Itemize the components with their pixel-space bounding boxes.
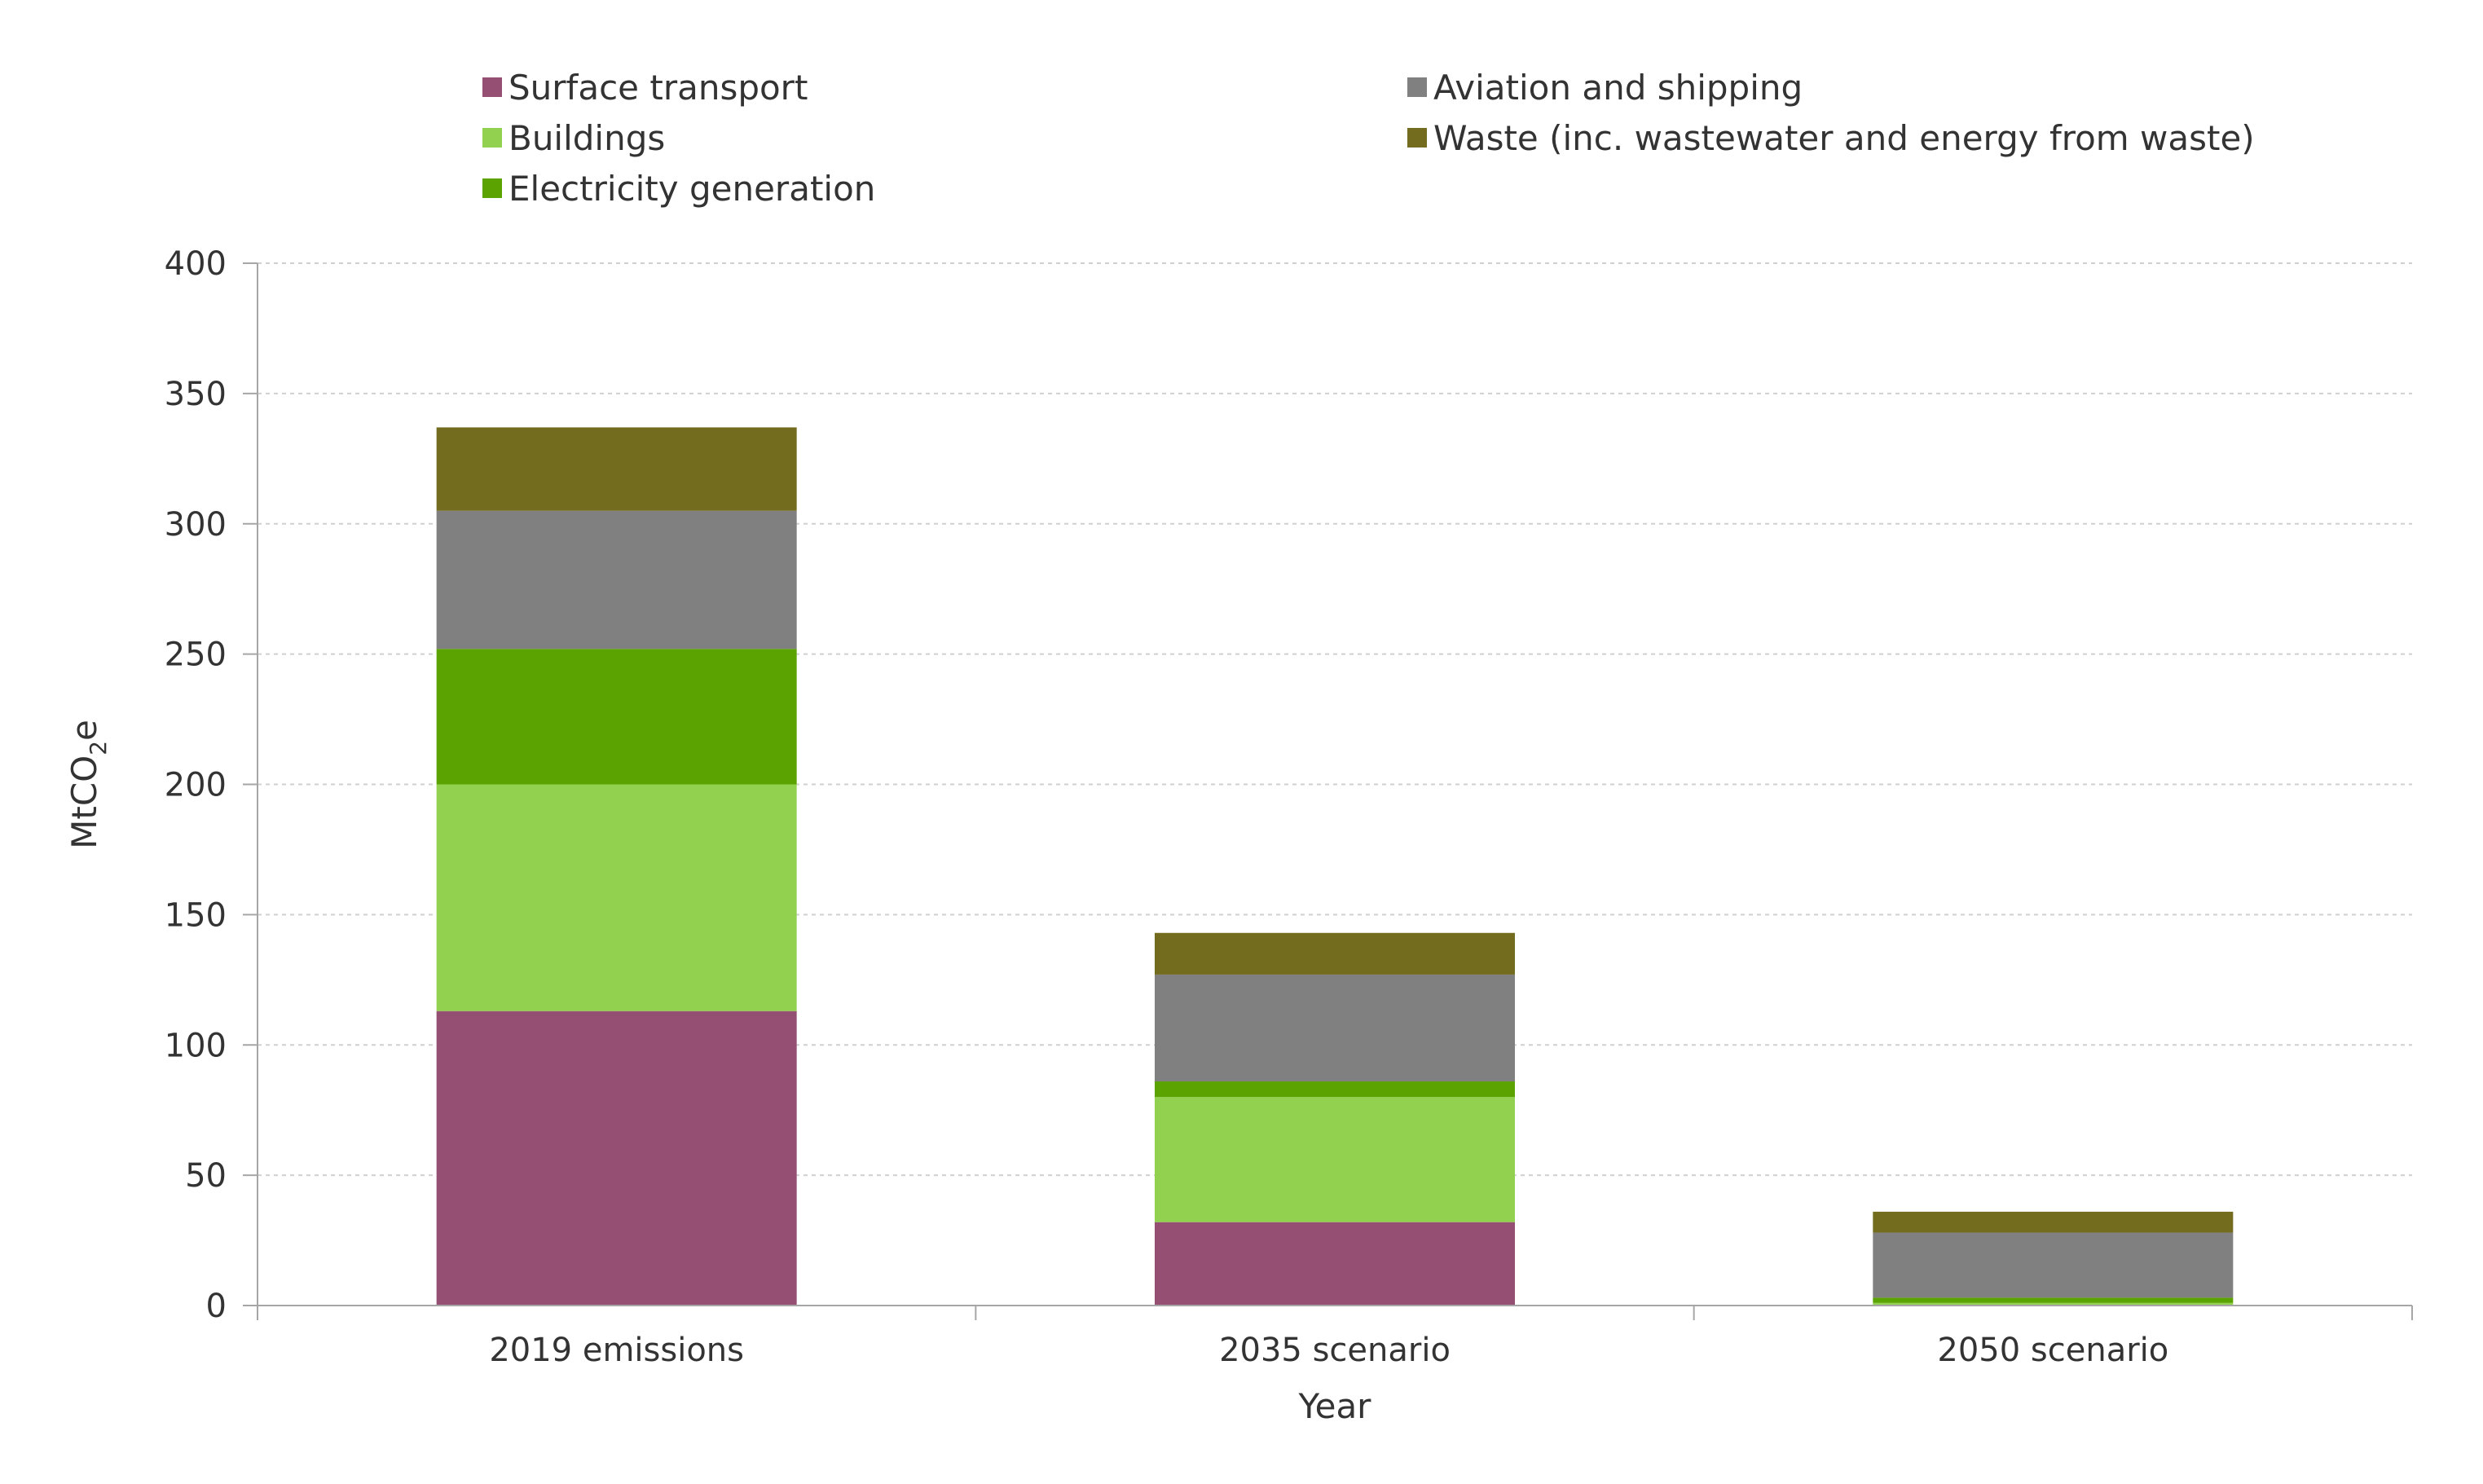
bar-segment [1155, 1222, 1515, 1306]
x-axis-title: Year [1298, 1386, 1372, 1426]
bar-segment [436, 1011, 797, 1306]
y-axis-title-main: MtCO [64, 755, 104, 849]
bar-segment [436, 649, 797, 785]
y-tick-label: 200 [165, 767, 227, 804]
x-tick-label: 2019 emissions [489, 1332, 744, 1369]
y-tick-label: 350 [165, 376, 227, 413]
y-tick-label: 400 [165, 245, 227, 283]
y-tick-label: 100 [165, 1027, 227, 1064]
legend-label: Electricity generation [508, 169, 875, 209]
y-tick-label: 50 [185, 1157, 227, 1195]
tick-labels: 0 50 100 150 200 250 300 350 400 2019 emissions 20… [165, 245, 2413, 1369]
y-tick-label: 150 [165, 896, 227, 934]
bar-segment [436, 510, 797, 650]
bar-segment [1155, 974, 1515, 1082]
y-axis-title-subscript: 2 [85, 741, 112, 755]
x-tick-label: 2050 scenario [1937, 1332, 2168, 1369]
bar-segment [436, 784, 797, 1011]
bar-segment [1873, 1232, 2234, 1298]
x-tick-label: 2035 scenario [1219, 1332, 1451, 1369]
bar-segment [1873, 1302, 2234, 1306]
legend-label: Waste (inc. wastewater and energy from w… [1433, 118, 2255, 158]
legend-swatch [482, 128, 502, 148]
y-tick-label: 300 [165, 506, 227, 544]
bar-segment [1155, 932, 1515, 975]
bar-segment [1873, 1211, 2234, 1233]
y-axis-title-suffix: e [64, 720, 104, 741]
legend-swatch [482, 77, 502, 97]
legend-swatch [482, 178, 502, 198]
bar-segment [436, 427, 797, 511]
legend: Surface transport Buildings Electricity ge… [482, 68, 2255, 209]
bar-segment [1873, 1297, 2234, 1303]
y-tick-label: 0 [206, 1288, 227, 1325]
bars [436, 427, 2234, 1306]
bar-segment [1155, 1097, 1515, 1222]
legend-label: Surface transport [508, 68, 808, 108]
legend-label: Buildings [508, 118, 665, 158]
y-tick-label: 250 [165, 636, 227, 674]
bar-segment [1155, 1081, 1515, 1098]
legend-swatch [1407, 77, 1427, 97]
y-axis-title: MtCO2e [64, 720, 112, 849]
legend-swatch [1407, 128, 1427, 148]
legend-label: Aviation and shipping [1433, 68, 1803, 108]
